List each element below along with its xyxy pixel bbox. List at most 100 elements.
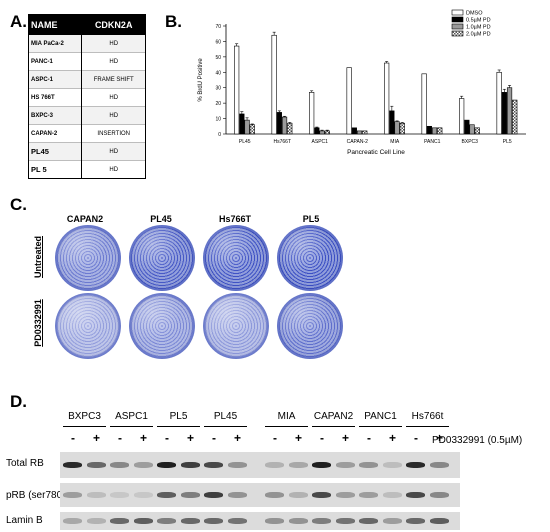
blot-header-underline: [406, 426, 449, 427]
blot-band: [157, 462, 176, 468]
column-header-name: NAME: [27, 14, 83, 35]
blot-band: [157, 492, 176, 498]
blot-band: [265, 462, 284, 468]
bar-pl5-s0: [496, 71, 502, 135]
cdkn2a-status: HD: [81, 88, 146, 107]
panel-label-a: A.: [10, 12, 27, 31]
colony-row-header-treated: PD0332991: [33, 299, 43, 347]
blot-band: [110, 492, 129, 498]
x-tick-label: PL5: [503, 139, 512, 145]
blot-band: [335, 518, 355, 524]
cdkn2a-status: HD: [81, 142, 146, 161]
blot-cell-line-header: Hs766t: [411, 411, 444, 422]
blot-header-underline: [63, 426, 106, 427]
y-tick-label: 20: [215, 101, 221, 107]
table-row: PANC-1 HD: [27, 52, 146, 71]
blot-header-underline: [204, 426, 247, 427]
bar-pl45-s0: [234, 45, 240, 135]
legend-swatch: [451, 9, 464, 16]
y-tick-label: 70: [215, 24, 221, 30]
bar-bxpc3-s0: [459, 98, 465, 135]
bar-mia-s3: [399, 122, 405, 135]
legend-label: 1.0µM PD: [466, 25, 491, 31]
blot-cell-line-header: PL5: [169, 411, 188, 422]
x-axis-title: Pancreatic Cell Line: [347, 149, 405, 156]
blot-header-underline: [110, 426, 153, 427]
blot-band: [288, 492, 308, 498]
blot-row-label: pRB (ser780): [6, 490, 66, 501]
colony-dish: [277, 293, 343, 359]
treatment-symbol: -: [71, 431, 75, 445]
treatment-symbol: +: [388, 431, 396, 445]
cdkn2a-status: HD: [81, 34, 146, 53]
blot-band: [429, 518, 449, 524]
blot-band: [312, 518, 331, 524]
cell-line-name: BXPC-3: [27, 106, 83, 125]
treatment-symbol: -: [273, 431, 277, 445]
legend-swatch: [451, 23, 464, 30]
cell-line-name: MIA PaCa-2: [27, 34, 83, 53]
x-tick-label: BXPC3: [462, 139, 479, 145]
table-row: CAPAN-2 INSERTION: [27, 124, 146, 143]
treatment-symbol: -: [212, 431, 216, 445]
blot-band: [429, 462, 449, 468]
x-tick-label: MIA: [390, 139, 400, 145]
blot-band: [204, 492, 223, 498]
legend-swatch: [451, 30, 464, 37]
cdkn2a-status: INSERTION: [81, 124, 146, 143]
colony-col-header: PL5: [302, 214, 320, 224]
blot-band: [110, 462, 129, 468]
legend-label: 0.5µM PD: [466, 18, 491, 24]
blot-row-label: Total RB: [6, 458, 44, 469]
cdkn2a-status: FRAME SHIFT: [81, 70, 146, 89]
colony-dish: [55, 225, 121, 291]
y-tick-label: 60: [215, 39, 221, 45]
x-tick-label: ASPC1: [312, 139, 329, 145]
bar-pl5-s3: [512, 99, 518, 135]
bar-capan-2-s1: [351, 127, 357, 135]
blot-band: [335, 492, 355, 498]
blot-band: [382, 492, 402, 498]
y-tick-label: 10: [215, 117, 221, 123]
blot-band: [429, 492, 449, 498]
cell-line-name: ASPC-1: [27, 70, 83, 89]
table-row: MIA PaCa-2 HD: [27, 34, 146, 53]
blot-band: [312, 462, 331, 468]
treatment-symbol: -: [118, 431, 122, 445]
blot-band: [406, 518, 425, 524]
blot-header-underline: [157, 426, 200, 427]
cdkn2a-status: HD: [81, 106, 146, 125]
cell-line-name: CAPAN-2: [27, 124, 83, 143]
y-tick-label: 50: [215, 55, 221, 61]
table-header-row: NAME CDKN2A: [27, 14, 146, 35]
blot-cell-line-header: ASPC1: [115, 411, 148, 422]
blot-band: [63, 492, 82, 498]
treatment-symbol: -: [367, 431, 371, 445]
treatment-symbol: +: [186, 431, 194, 445]
bar-panc1-s1: [426, 125, 432, 135]
treatment-symbol: +: [233, 431, 241, 445]
legend-label: DMSO: [466, 11, 483, 17]
cell-line-name: HS 766T: [27, 88, 83, 107]
colony-col-header: Hs766T: [218, 214, 252, 224]
bar-pl5-s2: [506, 87, 513, 135]
blot-band: [133, 518, 153, 524]
table-row: ASPC-1 FRAME SHIFT: [27, 70, 146, 89]
y-axis-title: % BrdU Positive: [198, 58, 204, 102]
blot-band: [204, 462, 223, 468]
colony-dish: [203, 293, 269, 359]
x-tick-label: CAPAN-2: [347, 139, 369, 145]
bar-pl5-s1: [501, 92, 507, 135]
x-tick-label: PL45: [239, 139, 251, 145]
blot-band: [359, 518, 378, 524]
cdkn2a-status: HD: [81, 160, 146, 179]
y-tick-label: 30: [215, 86, 221, 92]
bar-hs766t-s0: [271, 34, 277, 135]
bar-aspc1-s1: [314, 127, 320, 135]
y-tick-label: 0: [218, 132, 221, 138]
blot-header-underline: [265, 426, 308, 427]
colony-row-header-untreated: Untreated: [33, 236, 43, 279]
column-header-cdkn2a: CDKN2A: [81, 14, 146, 35]
blot-band: [406, 492, 425, 498]
bar-panc1-s3: [437, 127, 443, 135]
